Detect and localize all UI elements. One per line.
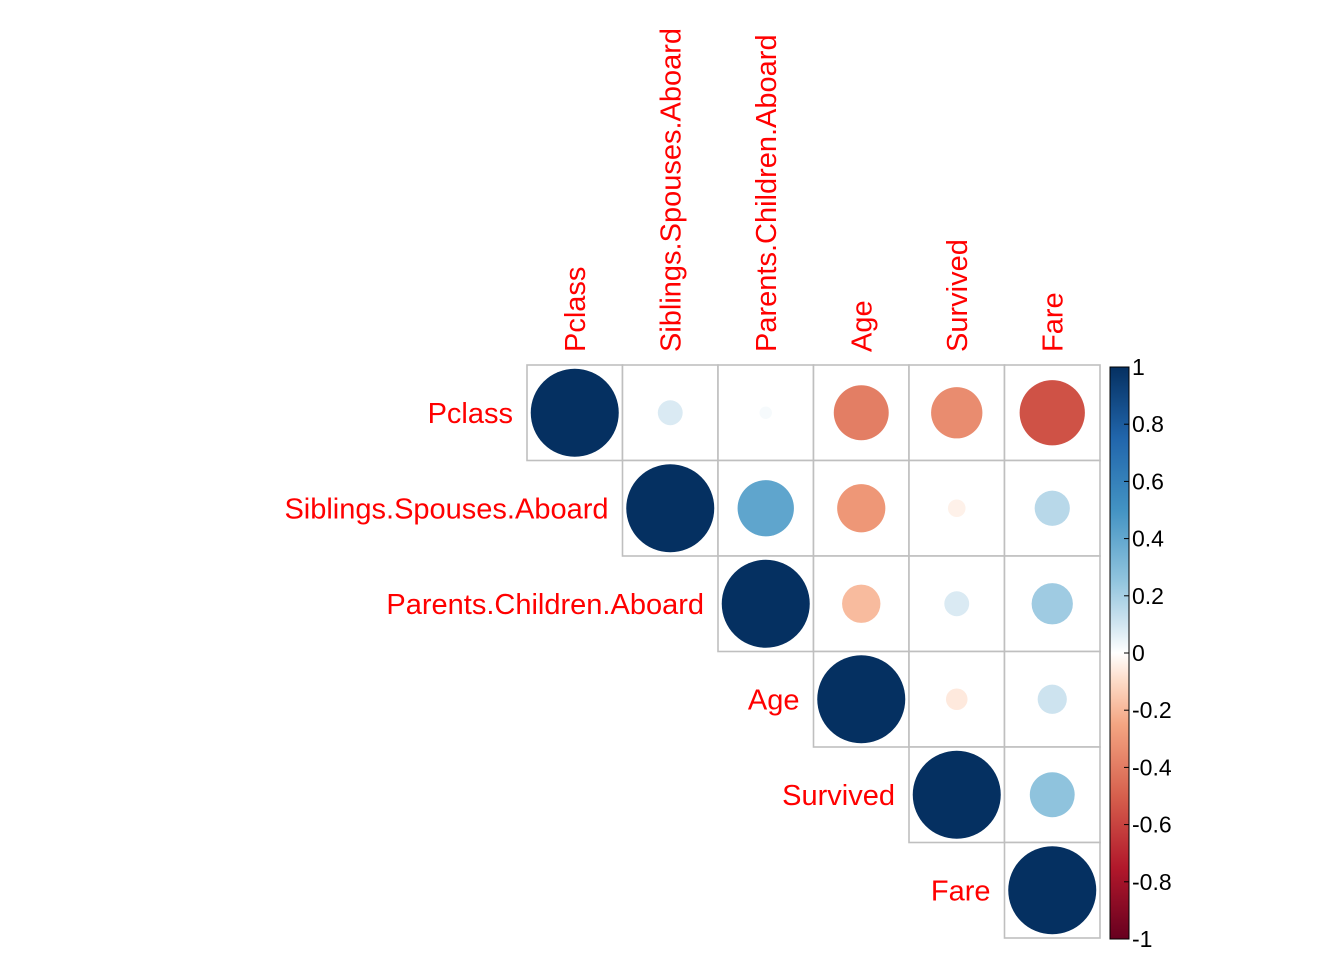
corr-circle-pclass-parents-children-aboard — [759, 406, 772, 419]
colorbar-tick-label: 0.8 — [1132, 411, 1164, 437]
colorbar-tick-label: -1 — [1132, 926, 1152, 952]
column-label-siblings-spouses-aboard: Siblings.Spouses.Aboard — [655, 28, 687, 352]
row-label-siblings-spouses-aboard: Siblings.Spouses.Aboard — [284, 493, 608, 525]
colorbar-tick-label: 0.2 — [1132, 583, 1164, 609]
corr-circle-parents-children-aboard-survived — [944, 591, 970, 617]
corr-circle-age-age — [817, 655, 906, 744]
corr-circle-pclass-pclass — [530, 368, 619, 457]
column-label-fare: Fare — [1037, 292, 1069, 352]
colorbar: 1 0.8 0.6 0.4 0.2 0 -0.2 -0.4 -0.6 -0.8 -1 — [1109, 354, 1172, 952]
colorbar-tick-label: -0.4 — [1132, 754, 1172, 780]
colorbar-tick-label: 1 — [1132, 354, 1145, 380]
column-labels: Pclass Siblings.Spouses.Aboard Parents.Chi… — [560, 28, 1070, 352]
colorbar-tick-label: 0.4 — [1132, 526, 1164, 552]
colorbar-tick-label: -0.8 — [1132, 869, 1172, 895]
column-label-pclass: Pclass — [560, 267, 592, 352]
row-label-survived: Survived — [782, 780, 895, 812]
corr-circle-siblings-spouses-aboard-parents-children-aboard — [737, 480, 794, 537]
corr-circle-pclass-age — [833, 385, 889, 441]
column-label-age: Age — [846, 300, 878, 352]
corr-circle-siblings-spouses-aboard-survived — [947, 499, 966, 518]
corr-circle-parents-children-aboard-fare — [1031, 583, 1073, 625]
corr-circle-pclass-siblings-spouses-aboard — [657, 400, 683, 426]
row-labels: Pclass Siblings.Spouses.Aboard Parents.Chi… — [284, 398, 990, 908]
corr-circle-parents-children-aboard-age — [842, 584, 881, 623]
colorbar-tick-label: -0.2 — [1132, 697, 1172, 723]
corr-circle-age-survived — [945, 688, 968, 711]
row-label-pclass: Pclass — [428, 398, 513, 430]
column-label-survived: Survived — [942, 239, 974, 352]
colorbar-tick-label: -0.6 — [1132, 812, 1172, 838]
colorbar-tick-label: 0 — [1132, 640, 1145, 666]
colorbar-tick-label: 0.6 — [1132, 468, 1164, 494]
corr-circle-siblings-spouses-aboard-age — [837, 484, 886, 533]
row-label-fare: Fare — [931, 875, 991, 907]
cell-parents-children-aboard-survived — [908, 555, 1006, 653]
corr-circle-siblings-spouses-aboard-fare — [1034, 490, 1070, 526]
cell-siblings-spouses-aboard-parents-children-aboard — [717, 459, 815, 557]
corr-circle-pclass-survived — [931, 387, 983, 439]
corr-circle-pclass-fare — [1019, 380, 1085, 446]
correlation-circles — [530, 368, 1097, 935]
corr-circle-survived-fare — [1029, 772, 1075, 818]
corr-circle-fare-fare — [1008, 846, 1097, 935]
corr-circle-age-fare — [1037, 684, 1067, 714]
corr-circle-parents-children-aboard-parents-children-aboard — [721, 559, 810, 648]
corr-circle-survived-survived — [912, 750, 1001, 839]
corr-circle-siblings-spouses-aboard-siblings-spouses-aboard — [626, 464, 715, 553]
row-label-age: Age — [748, 684, 800, 716]
matrix-grid — [526, 364, 1101, 939]
column-label-parents-children-aboard: Parents.Children.Aboard — [751, 34, 783, 352]
row-label-parents-children-aboard: Parents.Children.Aboard — [386, 589, 704, 621]
